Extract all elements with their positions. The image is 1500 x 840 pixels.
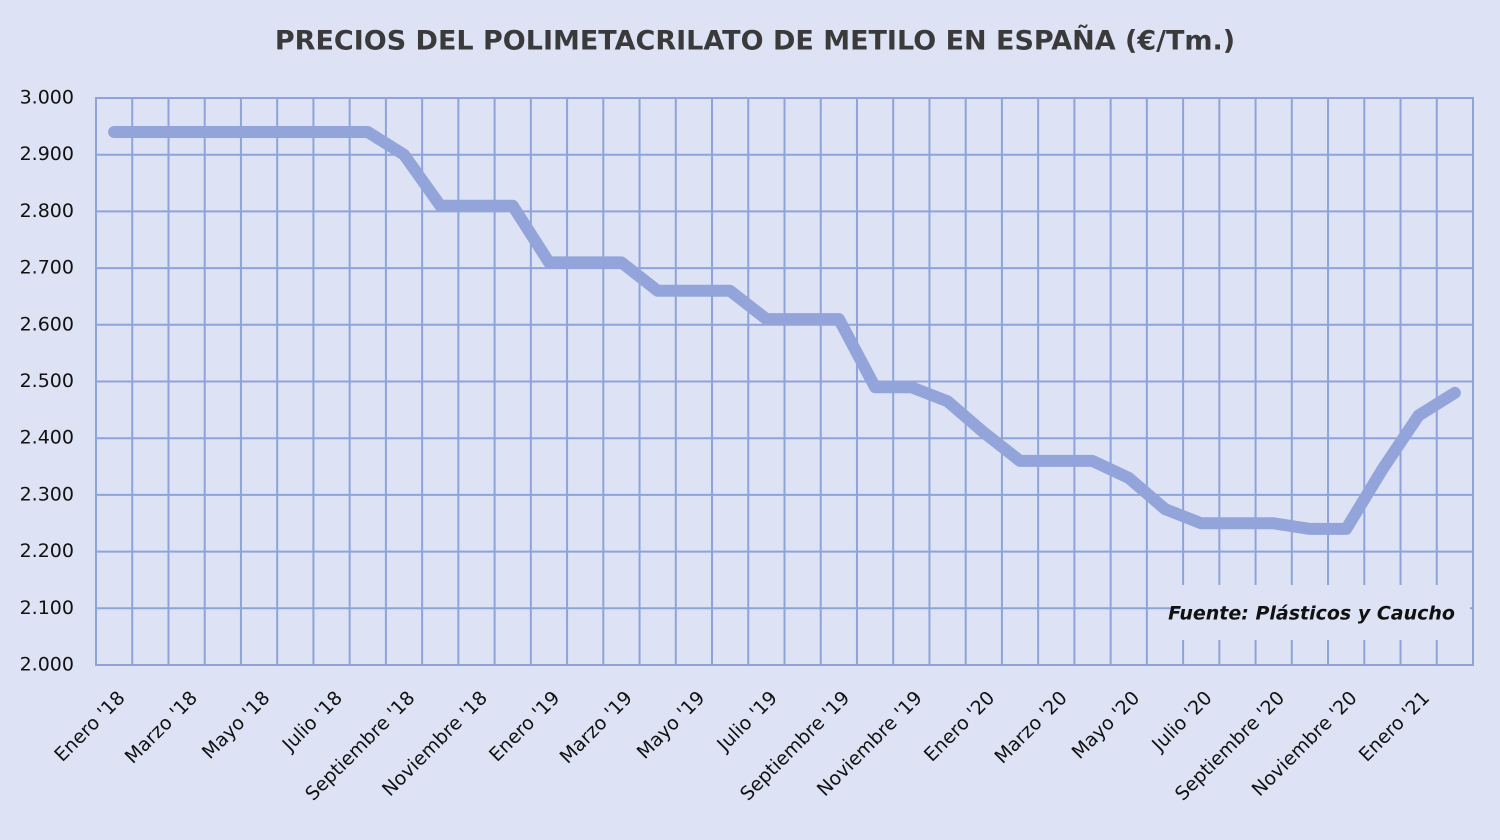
- y-tick-label: 2.400: [20, 427, 74, 449]
- annotation-box: [1180, 585, 1470, 640]
- y-tick-label: 2.100: [20, 597, 74, 619]
- line: [108, 126, 1461, 535]
- y-tick-label: 2.000: [20, 654, 74, 676]
- y-tick-label: 2.700: [20, 257, 74, 279]
- annotation: Fuente: Plásticos y Caucho: [1168, 603, 1455, 625]
- y-tick-label: 2.200: [20, 540, 74, 562]
- y-tick-label: 2.500: [20, 370, 74, 392]
- chart-title: PRECIOS DEL POLIMETACRILATO DE METILO EN…: [275, 25, 1235, 57]
- y-tick-label: 2.600: [20, 313, 74, 335]
- y-tick-label: 2.900: [20, 143, 74, 165]
- y-tick-label: 3.000: [20, 87, 74, 109]
- y-tick-label: 2.300: [20, 483, 74, 505]
- y-tick-label: 2.800: [20, 200, 74, 222]
